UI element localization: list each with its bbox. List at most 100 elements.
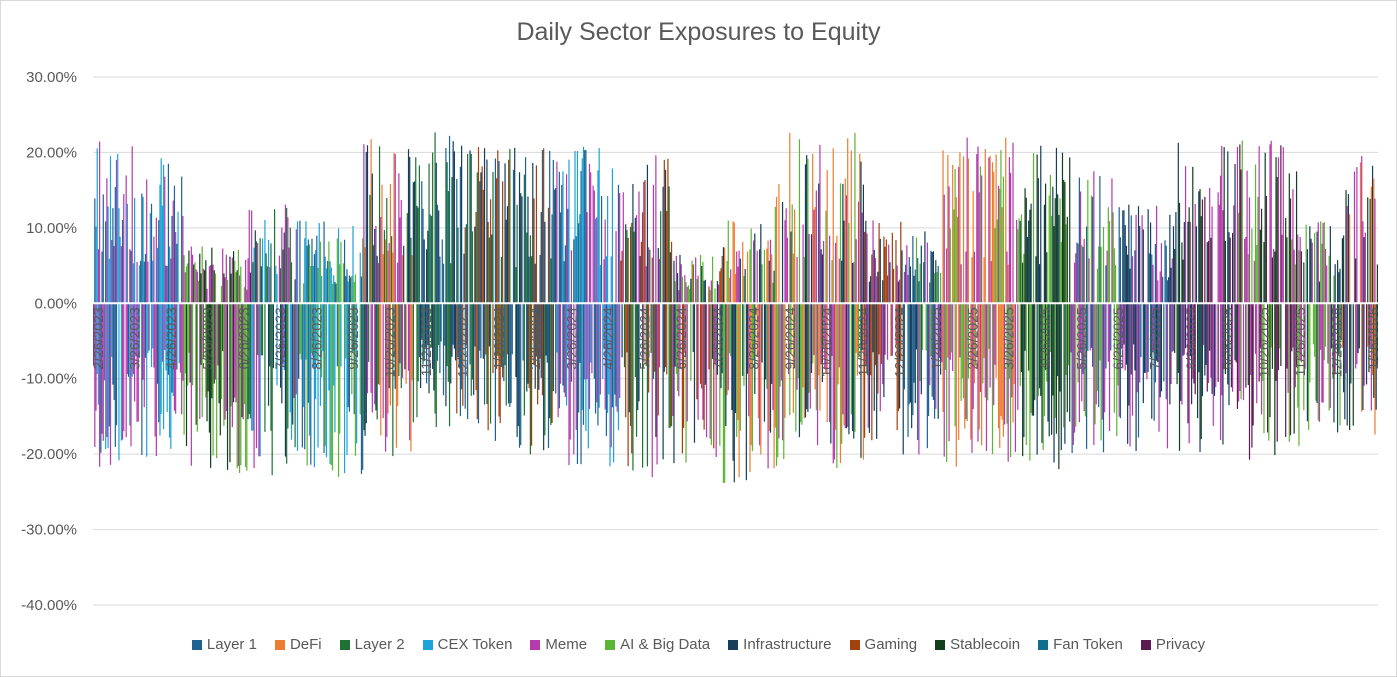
bar-negative (868, 303, 871, 433)
bar-negative (179, 303, 182, 373)
bar-negative (784, 303, 786, 418)
bar-negative (366, 303, 369, 394)
bar-negative (129, 303, 131, 426)
bar-negative (1003, 303, 1006, 425)
bar-negative (136, 303, 138, 422)
bar-negative (837, 303, 839, 385)
bar-positive (1055, 147, 1058, 304)
bar-positive (184, 272, 186, 304)
bar-negative (201, 303, 203, 418)
bar-positive (1347, 194, 1350, 304)
bar-negative (780, 303, 782, 381)
bar-positive (1077, 243, 1079, 304)
bar-negative (1098, 303, 1100, 408)
bar-negative (1230, 303, 1233, 388)
bar-positive (607, 195, 609, 304)
bar-negative (483, 303, 486, 405)
bar-negative (167, 303, 170, 375)
bar-positive (452, 141, 454, 304)
legend-item: Infrastructure (728, 636, 832, 653)
bar-negative (1094, 303, 1096, 425)
bar-negative (444, 303, 446, 346)
bar-positive (161, 205, 163, 304)
bar-negative (451, 303, 453, 357)
bar-positive (646, 164, 649, 304)
bar-positive (667, 158, 669, 304)
bar-positive (489, 199, 492, 304)
bar-positive (929, 282, 931, 304)
bar-positive (1051, 215, 1053, 304)
bar-negative (917, 303, 919, 440)
bar-negative (835, 303, 837, 430)
bar-negative (720, 303, 722, 389)
bar-negative (1059, 303, 1061, 392)
bar-positive (253, 247, 255, 304)
bar-negative (1093, 303, 1095, 446)
x-tick-label: 8/26/2023 (309, 307, 325, 369)
bar-positive (470, 153, 472, 304)
bar-positive (343, 239, 346, 304)
bar-positive (1221, 145, 1223, 304)
bar-negative (911, 303, 913, 429)
bar-negative (333, 303, 335, 386)
bar-negative (1266, 303, 1269, 433)
bar-negative (775, 303, 778, 466)
bar-negative (172, 303, 174, 397)
bar-negative (652, 303, 655, 379)
bar-negative (1122, 303, 1124, 369)
bar-positive (590, 172, 592, 304)
bar-positive (994, 228, 996, 304)
bar-positive (1210, 237, 1212, 304)
bar-negative (1095, 303, 1097, 405)
bar-negative (613, 303, 615, 463)
bar-negative (907, 303, 909, 437)
bar-positive (1264, 152, 1266, 304)
bar-positive (582, 146, 585, 304)
bar-negative (130, 303, 132, 447)
bar-positive (516, 204, 518, 304)
x-tick-label: 3/26/2023 (126, 307, 142, 369)
bar-positive (1124, 225, 1126, 304)
bar-negative (312, 303, 314, 369)
bar-negative (995, 303, 997, 378)
bar-negative (730, 303, 732, 357)
bar-positive (860, 161, 862, 304)
bar-positive (204, 270, 206, 304)
bar-positive (544, 221, 546, 304)
bar-negative (578, 303, 580, 413)
bar-negative (187, 303, 189, 386)
bar-negative (678, 303, 680, 397)
bar-positive (1218, 204, 1220, 304)
bar-positive (111, 240, 113, 304)
bar-negative (634, 303, 636, 378)
bar-positive (565, 174, 568, 304)
bar-negative (605, 303, 607, 436)
bar-positive (450, 263, 452, 304)
bar-negative (1143, 303, 1146, 373)
bar-positive (1139, 226, 1141, 304)
bar-positive (1020, 214, 1023, 304)
bar-negative (1369, 303, 1371, 349)
bar-negative (954, 303, 956, 427)
bar-negative (1373, 303, 1375, 398)
bar-negative (588, 303, 591, 410)
bar-positive (876, 276, 878, 304)
bar-positive (502, 181, 504, 304)
bar-negative (569, 303, 571, 440)
bar-positive (1320, 221, 1322, 304)
bar-positive (287, 217, 289, 304)
bar-positive (190, 246, 192, 304)
bar-positive (681, 276, 684, 304)
bar-positive (521, 196, 523, 304)
bar-negative (884, 303, 886, 355)
bar-negative (930, 303, 932, 357)
bar-positive (993, 171, 995, 304)
bar-negative (733, 303, 735, 483)
bar-positive (1066, 216, 1068, 304)
bar-positive (294, 279, 296, 304)
bar-positive (223, 273, 225, 304)
bar-positive (1082, 246, 1084, 304)
bar-negative (1034, 303, 1036, 401)
bar-positive (232, 251, 235, 304)
bar-negative (557, 303, 559, 418)
